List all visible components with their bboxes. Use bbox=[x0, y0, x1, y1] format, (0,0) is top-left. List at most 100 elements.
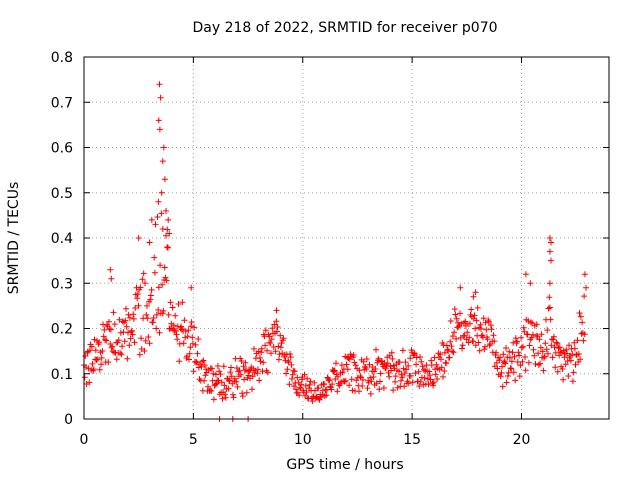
data-point bbox=[174, 336, 181, 343]
data-point bbox=[256, 354, 263, 361]
data-point bbox=[243, 389, 250, 396]
data-point bbox=[417, 378, 424, 385]
data-point bbox=[571, 339, 578, 346]
data-point bbox=[352, 362, 359, 369]
data-point bbox=[219, 395, 226, 402]
data-point bbox=[228, 364, 234, 371]
data-point bbox=[137, 284, 144, 291]
data-point bbox=[407, 355, 414, 362]
data-point bbox=[144, 302, 150, 309]
data-point bbox=[126, 314, 133, 321]
data-point bbox=[389, 355, 396, 362]
grid-lines bbox=[84, 57, 609, 419]
data-point bbox=[438, 356, 444, 363]
data-point bbox=[202, 372, 209, 379]
data-point bbox=[147, 292, 154, 299]
x-tick-label: 20 bbox=[513, 432, 531, 448]
data-point bbox=[323, 392, 330, 399]
data-point bbox=[249, 373, 256, 380]
data-point bbox=[341, 378, 348, 385]
data-point bbox=[571, 345, 578, 352]
data-point bbox=[399, 347, 406, 354]
data-point bbox=[159, 226, 166, 232]
data-point bbox=[261, 333, 268, 340]
data-point bbox=[564, 350, 570, 357]
data-point bbox=[333, 360, 339, 367]
data-point bbox=[472, 342, 479, 349]
data-point bbox=[538, 331, 545, 338]
data-point bbox=[519, 358, 526, 365]
data-point bbox=[346, 382, 353, 389]
data-point bbox=[367, 390, 374, 397]
data-point bbox=[457, 284, 464, 291]
data-point bbox=[441, 368, 448, 374]
data-point bbox=[441, 349, 448, 356]
data-point bbox=[105, 318, 112, 325]
data-point bbox=[251, 345, 257, 352]
data-point bbox=[136, 351, 143, 358]
data-point bbox=[240, 363, 247, 370]
data-point bbox=[405, 380, 412, 387]
data-point bbox=[246, 367, 253, 374]
data-point bbox=[420, 366, 427, 373]
data-point bbox=[279, 350, 286, 357]
data-point bbox=[501, 359, 507, 366]
data-point bbox=[111, 321, 118, 328]
data-point bbox=[273, 328, 280, 335]
data-point bbox=[179, 299, 186, 306]
data-point bbox=[289, 375, 295, 382]
data-point bbox=[309, 398, 316, 405]
data-point bbox=[497, 373, 504, 380]
data-point bbox=[278, 340, 285, 347]
data-point bbox=[554, 340, 561, 347]
data-point bbox=[522, 367, 529, 374]
data-point bbox=[142, 280, 148, 287]
data-point bbox=[557, 348, 564, 355]
data-point bbox=[123, 305, 129, 312]
data-point bbox=[214, 363, 221, 369]
data-point bbox=[518, 334, 525, 341]
data-point bbox=[535, 350, 542, 357]
data-point bbox=[448, 343, 455, 350]
data-point bbox=[579, 319, 586, 326]
data-point bbox=[449, 348, 456, 355]
data-point bbox=[99, 348, 106, 354]
data-point bbox=[207, 387, 213, 394]
data-point bbox=[471, 312, 478, 319]
data-point bbox=[217, 371, 224, 378]
chart-title: Day 218 of 2022, SRMTID for receiver p07… bbox=[192, 20, 497, 36]
y-tick-label: 0.4 bbox=[51, 231, 73, 247]
data-point bbox=[565, 373, 572, 379]
data-point bbox=[539, 348, 546, 355]
data-point bbox=[254, 366, 261, 373]
data-point bbox=[86, 379, 93, 386]
data-point bbox=[583, 284, 589, 291]
data-point bbox=[572, 361, 579, 368]
data-point bbox=[394, 384, 401, 391]
data-point bbox=[146, 239, 153, 246]
data-point bbox=[98, 354, 105, 361]
data-point bbox=[101, 326, 108, 333]
data-point bbox=[291, 368, 298, 375]
data-point bbox=[189, 340, 196, 347]
data-point bbox=[542, 340, 549, 347]
data-point bbox=[227, 369, 234, 376]
data-point bbox=[543, 346, 550, 353]
data-point bbox=[527, 319, 534, 326]
data-point bbox=[552, 349, 559, 356]
data-point bbox=[478, 325, 484, 332]
data-point bbox=[260, 359, 267, 366]
data-point bbox=[135, 235, 142, 241]
data-point bbox=[371, 368, 378, 375]
data-point bbox=[159, 281, 166, 288]
data-point bbox=[242, 359, 249, 366]
data-point bbox=[503, 379, 510, 386]
data-point bbox=[474, 304, 481, 311]
data-point bbox=[443, 342, 450, 349]
data-point bbox=[276, 351, 283, 358]
data-point bbox=[189, 334, 196, 341]
data-point bbox=[181, 317, 188, 324]
data-point bbox=[165, 311, 172, 318]
data-point bbox=[156, 81, 163, 88]
data-point bbox=[552, 364, 559, 371]
